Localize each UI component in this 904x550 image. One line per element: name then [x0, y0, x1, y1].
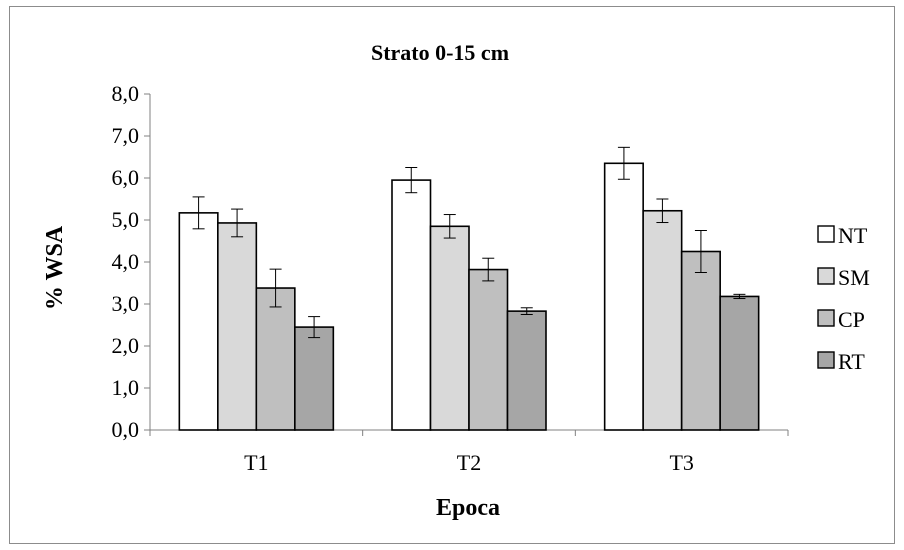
legend-label-nt: NT	[838, 223, 868, 248]
bar-cp-t3	[680, 250, 721, 431]
legend-label-rt: RT	[838, 349, 865, 374]
legend-swatch-sm	[817, 267, 835, 285]
x-tick-label-t2: T2	[457, 450, 481, 475]
x-tick-label-t3: T3	[669, 450, 693, 475]
legend: NT SM CP RT	[817, 223, 870, 374]
y-axis-title: % WSA	[42, 225, 68, 310]
chart-title: Strato 0-15 cm	[371, 40, 509, 65]
y-tick-label: 2,0	[112, 333, 140, 358]
bar-nt-t1	[178, 212, 219, 431]
y-tick-label: 6,0	[112, 165, 140, 190]
bar-chart: Strato 0-15 cm % WSA Epoca 0,0 1,0 2,0 3,0 4…	[42, 40, 870, 521]
y-tick-label: 0,0	[112, 417, 140, 442]
bar-rt-t3	[719, 295, 760, 431]
bar-rt-t1	[294, 326, 335, 431]
y-tick-label: 8,0	[112, 81, 140, 106]
chart-frame: Strato 0-15 cm % WSA Epoca 0,0 1,0 2,0 3,0 4…	[9, 6, 895, 544]
bar-sm-t3	[642, 209, 683, 431]
legend-label-sm: SM	[838, 265, 870, 290]
y-tick-label: 3,0	[112, 291, 140, 316]
y-tick-label: 7,0	[112, 123, 140, 148]
y-tick-label: 5,0	[112, 207, 140, 232]
bar-nt-t3	[603, 162, 644, 431]
bar-sm-t1	[217, 222, 258, 431]
bar-rt-t2	[506, 310, 547, 431]
bar-nt-t2	[391, 179, 432, 431]
legend-swatch-nt	[817, 225, 835, 243]
legend-swatch-rt	[817, 351, 835, 369]
plot-area: 0,0 1,0 2,0 3,0 4,0 5,0 6,0 7,0 8,0 T1 T2 T3	[112, 81, 789, 475]
legend-swatch-cp	[817, 309, 835, 327]
x-axis-title: Epoca	[436, 495, 500, 521]
bar-cp-t1	[255, 287, 296, 431]
bar-cp-t2	[468, 268, 509, 431]
x-tick-label-t1: T1	[244, 450, 268, 475]
y-tick-label: 1,0	[112, 375, 140, 400]
y-tick-label: 4,0	[112, 249, 140, 274]
bar-sm-t2	[429, 225, 470, 431]
legend-label-cp: CP	[838, 307, 865, 332]
